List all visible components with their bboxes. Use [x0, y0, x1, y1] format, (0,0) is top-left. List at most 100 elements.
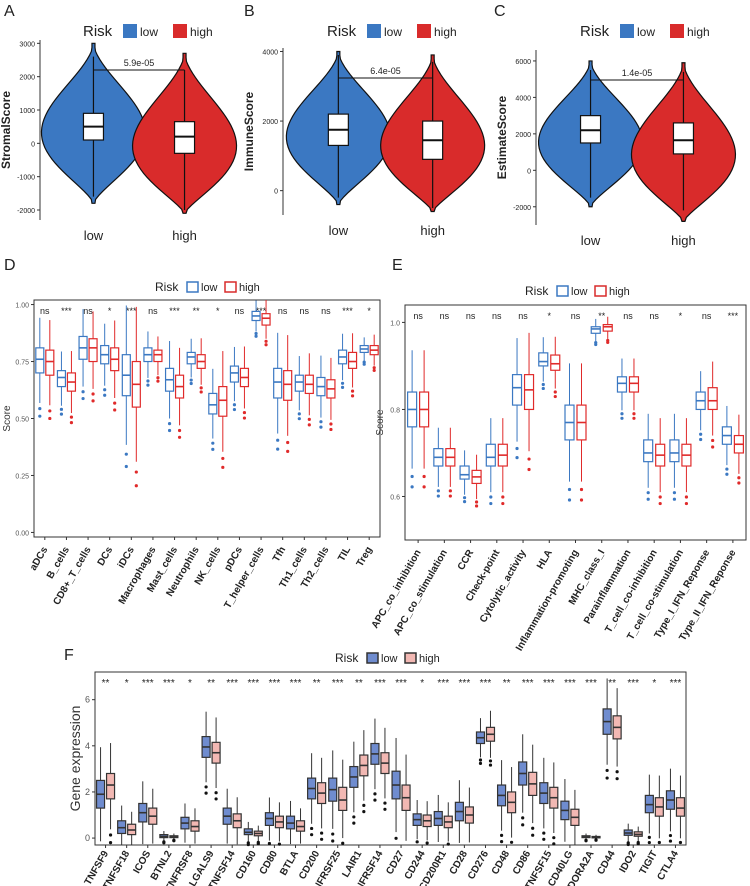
outlier-point [515, 446, 519, 451]
outlier-point [277, 842, 282, 846]
outlier-point [246, 842, 250, 847]
outlier-point [509, 840, 514, 844]
box-high-Cytolytic_activity [523, 374, 535, 411]
panel-letter-A: A [4, 3, 15, 20]
outlier-point [297, 412, 301, 416]
outlier-point [446, 842, 450, 846]
outlier-point [199, 386, 203, 390]
outlier-point [515, 456, 519, 460]
box-high [672, 122, 695, 155]
significance-label: ** [355, 678, 363, 689]
outlier-point [124, 464, 128, 469]
x-tick-label-low: low [329, 223, 349, 238]
y-tick-label: 4000 [515, 95, 531, 102]
outlier-point [415, 840, 419, 844]
x-tick-label-HLA: HLA [535, 548, 555, 571]
outlier-point [341, 841, 345, 845]
pvalue-label: 6.4e-05 [370, 66, 401, 76]
x-tick-label-CD86: CD86 [511, 849, 534, 877]
outlier-point [737, 476, 741, 480]
y-axis-label: ImmuneScore [242, 91, 256, 171]
panel-letter-F: F [64, 647, 74, 664]
box-low-T_cell_co-inhibition [643, 439, 654, 463]
legend-swatch-low [123, 24, 137, 38]
significance-label: * [548, 311, 552, 321]
outlier-point [189, 378, 193, 382]
outlier-point [422, 474, 426, 479]
x-tick-label-CD48: CD48 [490, 849, 513, 877]
x-tick-label-high: high [420, 223, 445, 238]
significance-label: ns [702, 311, 712, 321]
legend-label-low: low [140, 25, 158, 39]
significance-label: *** [395, 678, 407, 689]
legend-label-low: low [571, 286, 588, 298]
significance-label: *** [256, 306, 267, 316]
significance-label: * [420, 678, 424, 689]
outlier-point [711, 438, 715, 443]
outlier-point [462, 496, 467, 500]
significance-label: *** [728, 311, 739, 321]
x-tick-label-CD160: CD160 [234, 849, 259, 882]
outlier-point [668, 833, 673, 838]
significance-label: ** [313, 678, 321, 689]
y-axis-label: Gene expression [67, 706, 83, 812]
outlier-point [204, 785, 208, 789]
legend-title: Risk [327, 23, 357, 40]
outlier-point [91, 392, 95, 396]
significance-label: *** [226, 678, 238, 689]
outlier-point [372, 368, 376, 373]
pvalue-label: 1.4e-05 [622, 68, 653, 78]
outlier-point [594, 838, 598, 842]
y-tick-label: -2000 [513, 205, 531, 212]
box-low-Parainflammation [616, 376, 628, 393]
outlier-point [394, 836, 398, 840]
y-axis-label: EstimateScore [495, 95, 509, 179]
outlier-point [606, 340, 610, 344]
legend-label-high: high [609, 286, 630, 298]
outlier-point [632, 412, 636, 416]
y-tick-label: 6000 [515, 59, 531, 66]
outlier-point [156, 379, 160, 383]
panel-letter-B: B [244, 3, 255, 20]
x-tick-label-high: high [172, 228, 197, 243]
outlier-point [340, 381, 345, 385]
significance-label: *** [126, 306, 137, 316]
significance-label: *** [163, 678, 175, 689]
outlier-point [678, 840, 683, 845]
outlier-point [527, 457, 531, 461]
significance-label: *** [627, 678, 639, 689]
panel-letter-E: E [392, 257, 403, 274]
outlier-point [162, 841, 166, 845]
outlier-point [310, 826, 314, 831]
y-tick-label: 1.00 [15, 303, 29, 310]
x-tick-label-high: high [671, 233, 696, 248]
outlier-point [267, 841, 272, 846]
outlier-point [256, 842, 260, 846]
outlier-point [542, 837, 546, 841]
significance-label: *** [290, 678, 302, 689]
legend-swatch-high [404, 652, 417, 664]
box-high-aDCs [45, 349, 55, 376]
outlier-point [579, 487, 584, 492]
outlier-point [527, 467, 531, 472]
outlier-point [69, 421, 74, 425]
significance-label: ns [571, 311, 581, 321]
outlier-point [567, 487, 572, 492]
outlier-point [478, 761, 483, 766]
outlier-point [214, 797, 218, 801]
outlier-point [541, 382, 545, 387]
outlier-point [286, 449, 290, 453]
legend-title: Risk [83, 23, 113, 40]
x-tick-label-Tfh: Tfh [271, 545, 288, 564]
outlier-point [383, 801, 387, 805]
outlier-point [331, 832, 335, 836]
legend-swatch-low [556, 285, 569, 297]
outlier-point [474, 500, 479, 504]
significance-label: *** [459, 678, 471, 689]
outlier-point [59, 407, 64, 411]
outlier-point [276, 447, 280, 451]
outlier-point [319, 425, 323, 429]
box-low-HLA [538, 352, 549, 367]
outlier-point [620, 416, 624, 420]
outlier-point [331, 839, 335, 843]
